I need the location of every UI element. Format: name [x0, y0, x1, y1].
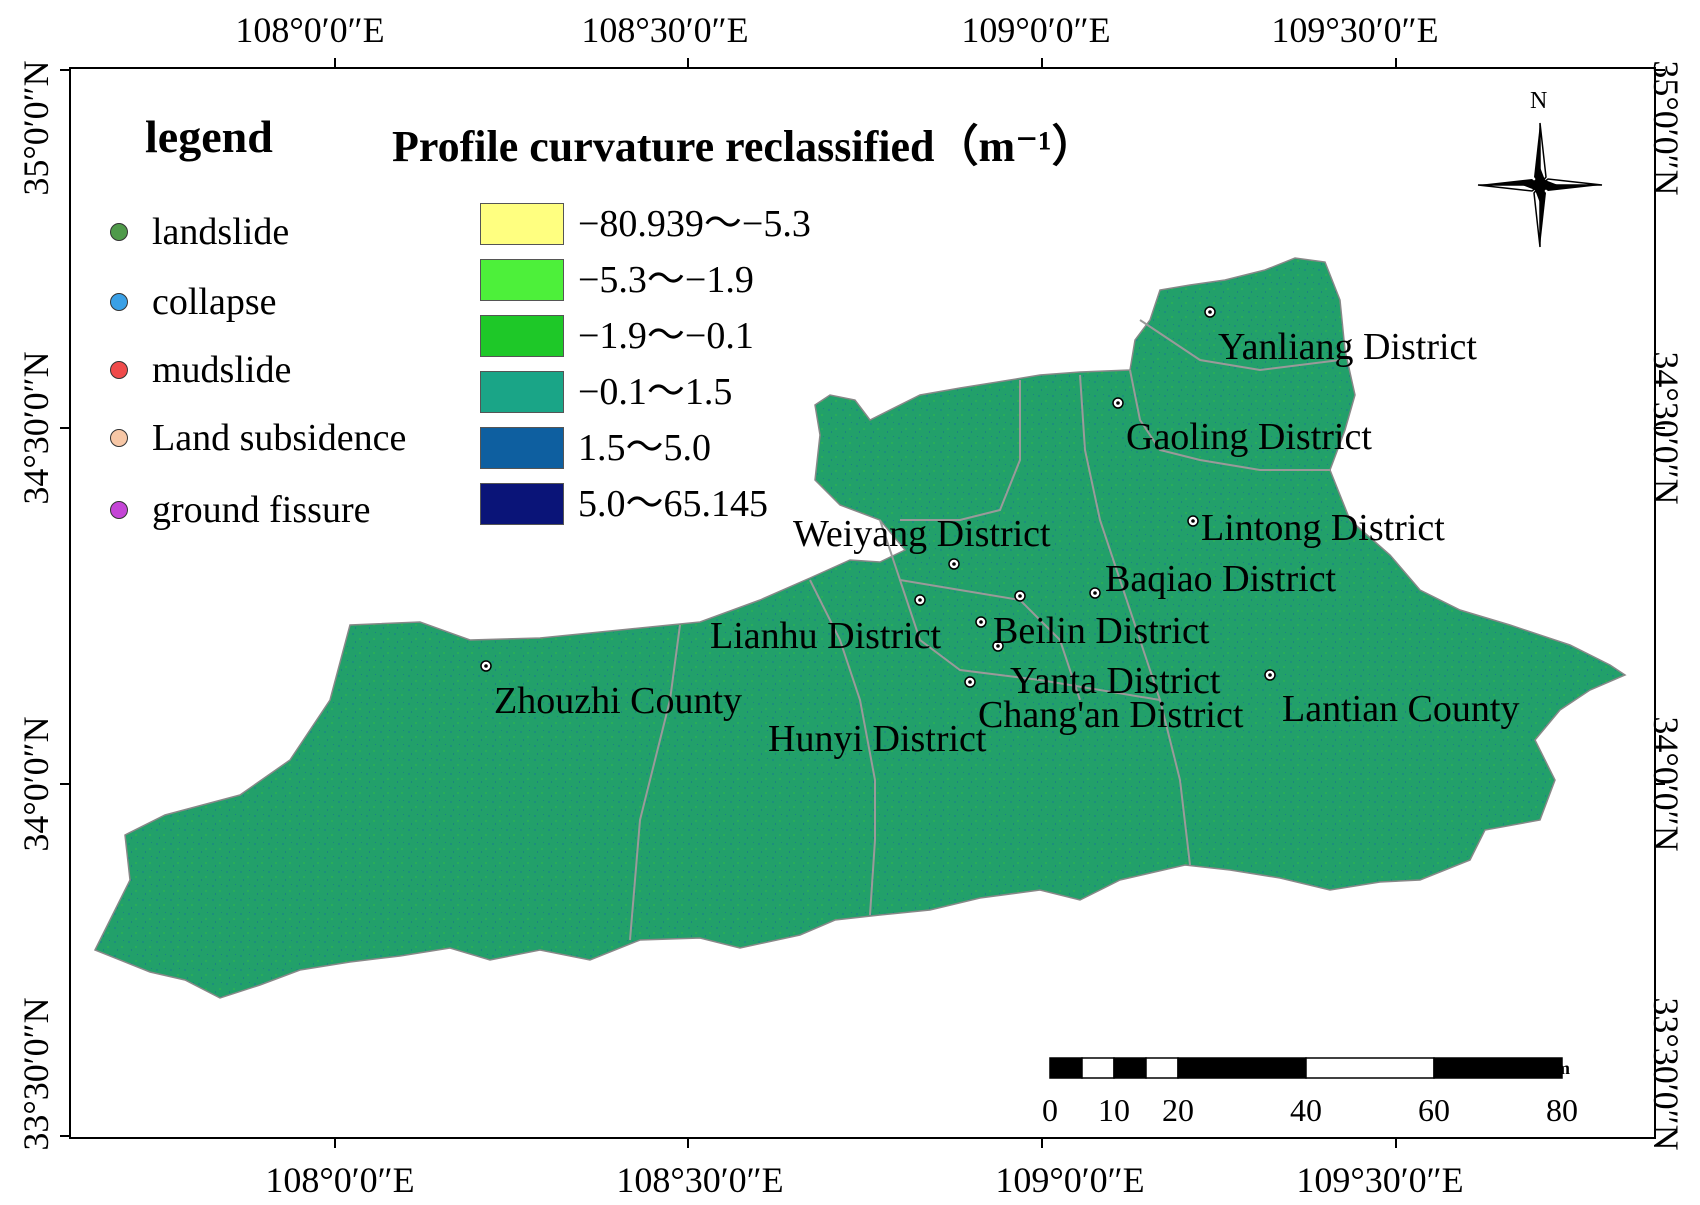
- scale-label: 60: [1418, 1092, 1450, 1128]
- scale-bar: [1049, 1057, 1563, 1079]
- graticule-right-1: 35°0′0″N: [1646, 60, 1686, 196]
- class-swatch: [480, 427, 564, 469]
- graticule-right-2: 34°30′0″N: [1646, 351, 1686, 505]
- district-label-lianhu: Lianhu District: [710, 615, 942, 657]
- graticule-left-3: 34°0′0″N: [16, 716, 56, 852]
- graticule-bottom-2: 108°30′0″E: [616, 1160, 784, 1200]
- legend-label: mudslide: [152, 349, 292, 391]
- district-label-lintong: Lintong District: [1201, 507, 1445, 549]
- legend-label: Land subsidence: [152, 417, 407, 459]
- graticule-top-4: 109°30′0″E: [1271, 10, 1439, 50]
- north-arrow-icon: [1477, 122, 1603, 248]
- district-label-lantian: Lantian County: [1282, 688, 1520, 730]
- scale-label: 20: [1162, 1092, 1194, 1128]
- district-label-zhouzhi: Zhouzhi County: [494, 680, 743, 722]
- north-label: N: [1530, 88, 1548, 114]
- graticule-ticks: [60, 58, 1665, 1148]
- class-label: −0.1～1.5: [578, 371, 733, 413]
- ground-fissure-dot-icon: [110, 501, 128, 519]
- graticule-left-4: 33°30′0″N: [16, 997, 56, 1151]
- district-label-baqiao: Baqiao District: [1105, 558, 1337, 600]
- class-label: −5.3～−1.9: [578, 259, 754, 301]
- district-label-weiyang: Weiyang District: [793, 513, 1051, 555]
- graticule-left-2: 34°30′0″N: [16, 351, 56, 505]
- graticule-right-3: 34°0′0″N: [1646, 716, 1686, 852]
- district-label-gaoling: Gaoling District: [1126, 416, 1372, 458]
- district-label-changan: Chang'an District: [978, 694, 1244, 736]
- class-swatch: [480, 315, 564, 357]
- legend-label: ground fissure: [152, 489, 371, 531]
- legend-label: collapse: [152, 281, 277, 323]
- class-swatch: [480, 259, 564, 301]
- landslide-dot-icon: [110, 223, 128, 241]
- graticule-top-1: 108°0′0″E: [235, 10, 385, 50]
- class-label: 1.5～5.0: [578, 427, 712, 469]
- legend-title: legend: [145, 111, 273, 162]
- district-label-yanliang: Yanliang District: [1218, 326, 1477, 368]
- graticule-bottom-3: 109°0′0″E: [995, 1160, 1145, 1200]
- district-boundaries: [629, 319, 1341, 941]
- map-frame: [69, 67, 1656, 1139]
- scale-unit: km: [1545, 1058, 1571, 1078]
- class-swatch: [480, 371, 564, 413]
- graticule-left-1: 35°0′0″N: [16, 60, 56, 196]
- class-swatch: [480, 203, 564, 245]
- land-subsidence-dot-icon: [110, 429, 128, 447]
- graticule-top-2: 108°30′0″E: [581, 10, 749, 50]
- scale-label: 40: [1290, 1092, 1322, 1128]
- graticule-top-3: 109°0′0″E: [961, 10, 1111, 50]
- district-label-yanta: Yanta District: [1010, 660, 1221, 702]
- district-label-hunyi: Hunyi District: [768, 718, 987, 760]
- legend-label: landslide: [152, 211, 290, 253]
- graticule-bottom-4: 109°30′0″E: [1296, 1160, 1464, 1200]
- graticule-bottom-1: 108°0′0″E: [265, 1160, 415, 1200]
- district-label-beilin: Beilin District: [993, 610, 1210, 652]
- classification-title: Profile curvature reclassified（m⁻¹）: [392, 122, 1096, 171]
- class-label: 5.0～65.145: [578, 483, 769, 525]
- scale-label: 10: [1098, 1092, 1130, 1128]
- scale-label: 80: [1546, 1092, 1578, 1128]
- class-label: −80.939～−5.3: [578, 203, 811, 245]
- class-label: −1.9～−0.1: [578, 315, 754, 357]
- scale-label: 0: [1042, 1092, 1058, 1128]
- graticule-right-4: 33°30′0″N: [1646, 997, 1686, 1151]
- collapse-dot-icon: [110, 293, 128, 311]
- class-swatch: [480, 483, 564, 525]
- mudslide-dot-icon: [110, 361, 128, 379]
